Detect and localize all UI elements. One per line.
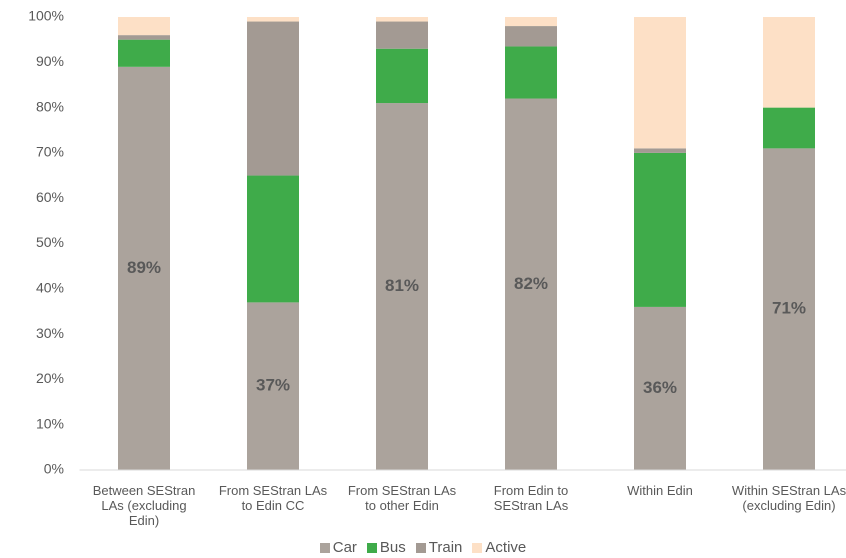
y-tick-label: 0% [44,461,64,477]
x-tick-label: From SEStran LAs to other Edin [347,483,457,513]
y-tick-label: 20% [36,370,64,386]
bar-segment [763,148,815,470]
bar-segment [118,66,170,470]
bar-segment [763,17,815,108]
y-tick-label: 60% [36,189,64,205]
x-tick-label: Between SEStran LAs (excluding Edin) [92,483,196,528]
legend-label: Car [332,539,357,556]
legend-swatch [366,542,377,553]
bar-segment [118,35,170,40]
y-tick-label: 80% [36,98,64,114]
bar-segment [634,148,686,153]
bar-segment [634,17,686,149]
value-label: 81% [385,276,419,295]
bar-segment [118,39,170,67]
bar-segment [634,152,686,307]
legend-label: Train [428,539,463,556]
value-label: 36% [643,378,677,397]
bar-segment [247,302,299,470]
y-tick-label: 70% [36,144,64,160]
value-label: 89% [127,258,161,277]
x-tick-label: Within Edin [627,483,693,498]
legend-swatch [415,542,426,553]
y-tick-label: 100% [28,8,64,24]
bar-segment [376,48,428,104]
bar-segment [505,98,557,470]
legend-label: Bus [379,539,406,556]
legend-label: Active [485,539,527,556]
x-tick-label: Within SEStran LAs (excluding Edin) [731,483,846,513]
value-label: 71% [772,299,806,318]
bar-segment [376,17,428,22]
legend-item: Car [319,539,357,556]
x-tick-label: From SEStran LAs to Edin CC [218,483,328,513]
value-label: 82% [514,274,548,293]
legend-item: Active [472,539,526,556]
value-label: 37% [256,376,290,395]
x-tick-label: From Edin to SEStran LAs [493,483,569,513]
bar-segment [247,17,299,22]
bar-segment [376,21,428,49]
bar-segment [247,21,299,176]
y-tick-label: 40% [36,280,64,296]
bar-segment [763,107,815,149]
legend: Car Bus Train Active [0,539,846,556]
bar-segment [505,17,557,27]
bar-segment [634,306,686,470]
legend-item: Bus [366,539,406,556]
y-tick-label: 30% [36,325,64,341]
bar-segment [376,103,428,470]
bar-segment [118,17,170,36]
y-tick-label: 10% [36,415,64,431]
bar-segment [505,46,557,99]
bar-segment [247,175,299,303]
bar-segment [505,26,557,47]
legend-swatch [472,542,483,553]
y-tick-label: 90% [36,53,64,69]
y-tick-label: 50% [36,234,64,250]
legend-item: Train [415,539,463,556]
legend-swatch [319,542,330,553]
